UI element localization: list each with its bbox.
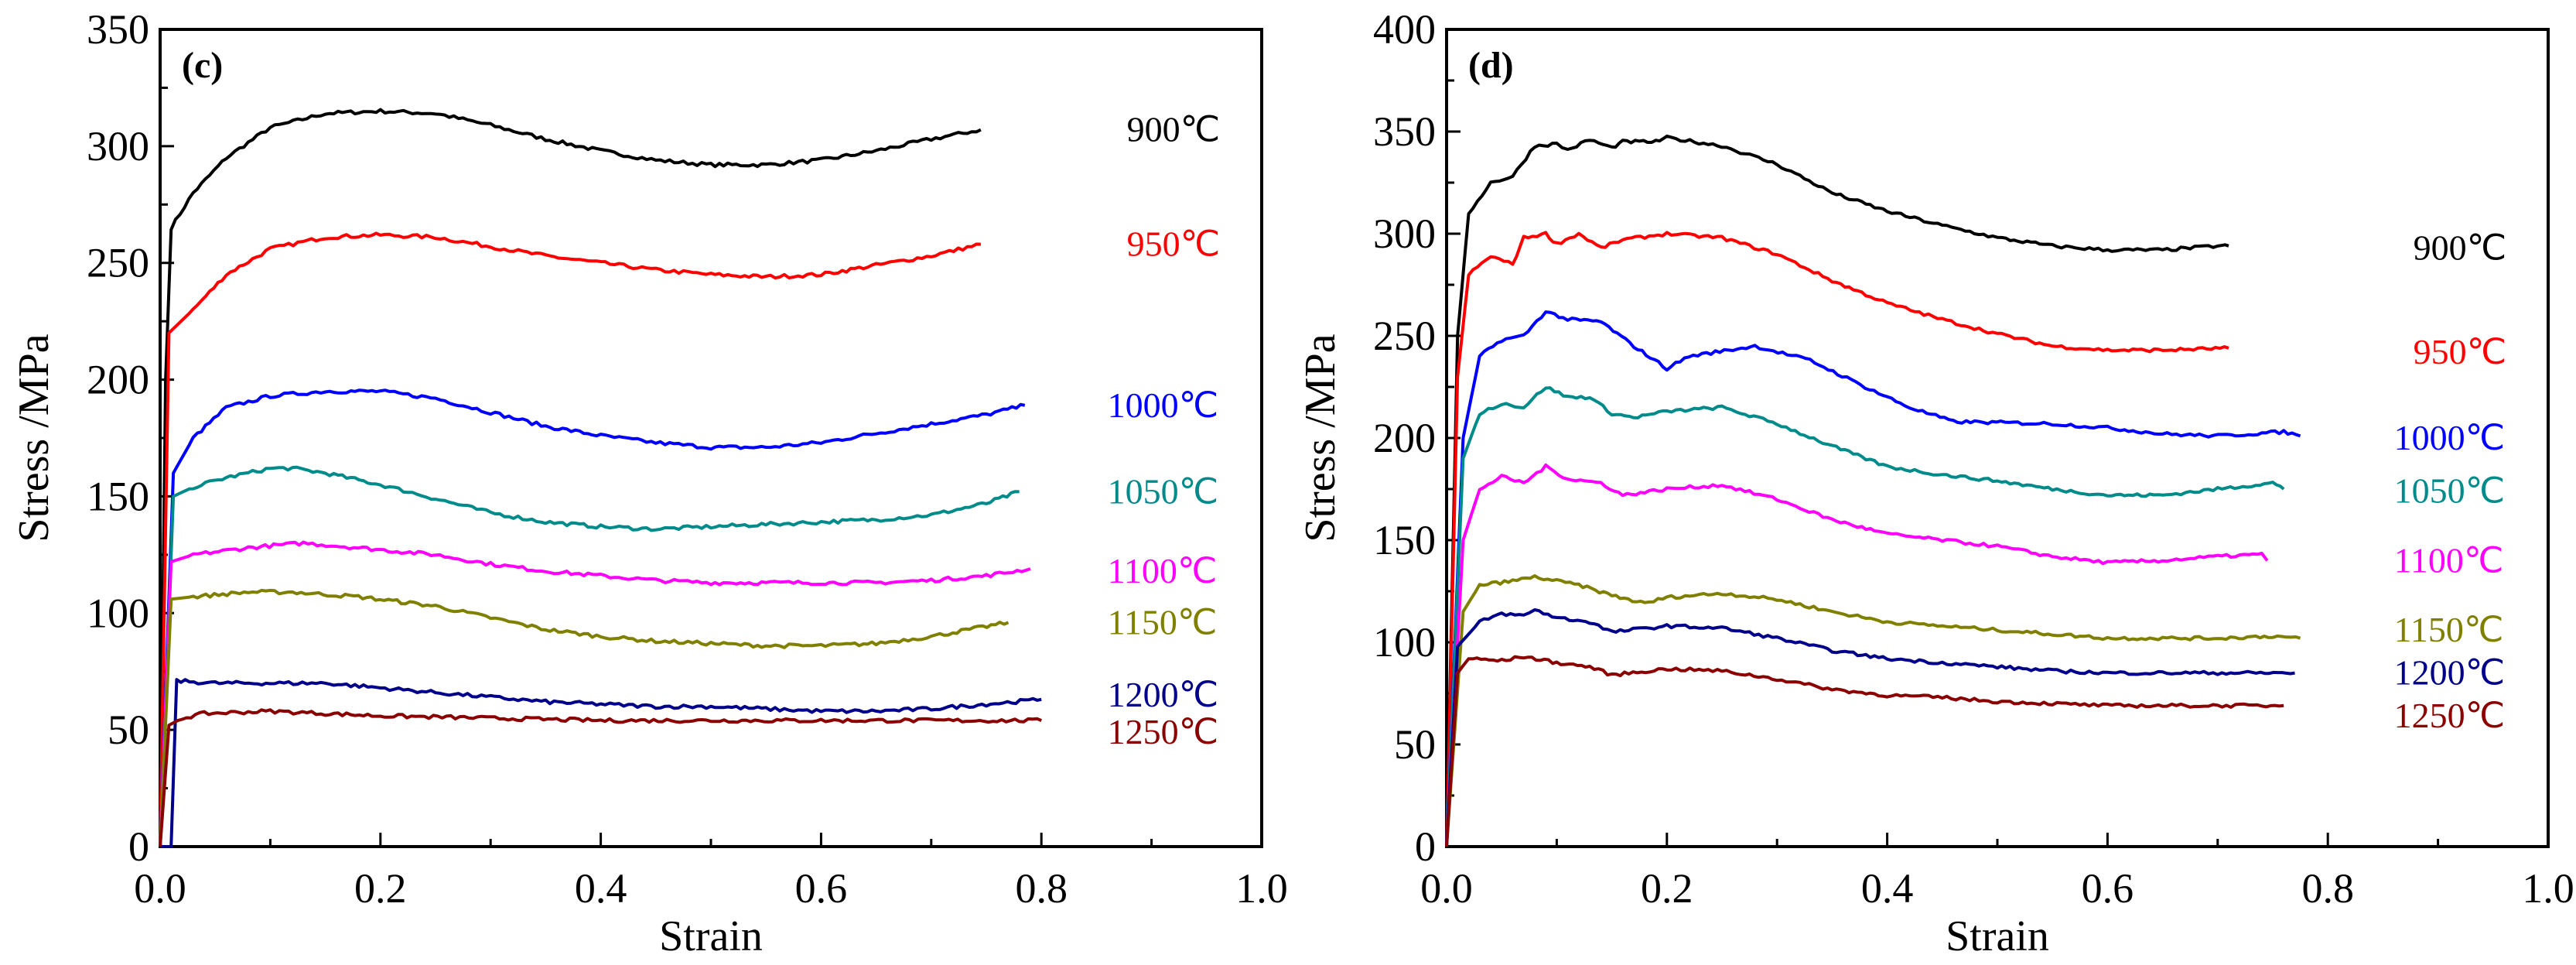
x-tick-label: 0.4 — [1861, 865, 1914, 912]
x-axis-title: Strain — [1946, 912, 2049, 960]
series-line-7 — [159, 708, 1042, 847]
series-line-0 — [159, 108, 982, 847]
series-label: 1100℃ — [2394, 540, 2504, 580]
series-line-3 — [1445, 386, 2285, 847]
y-tick-label: 0 — [1415, 823, 1436, 870]
series-label: 950℃ — [2414, 332, 2507, 371]
x-tick-label: 0.0 — [134, 865, 186, 912]
x-tick-label: 0.6 — [795, 865, 848, 912]
y-tick-label: 300 — [87, 123, 149, 169]
panel-label: (c) — [182, 45, 223, 86]
x-tick-label: 0.2 — [1641, 865, 1693, 912]
y-tick-label: 200 — [87, 357, 149, 403]
y-tick-label: 100 — [1373, 619, 1436, 666]
y-tick-label: 350 — [1373, 108, 1436, 155]
chart-panel-0: 0.0 0.2 0.4 0.6 0.8 1.0 0 50 100 150 200 250 300 350 S… — [10, 6, 1288, 960]
x-tick-label: 0.2 — [354, 865, 407, 912]
series-label: 1250℃ — [2394, 696, 2506, 735]
chart-panel-1: 0.0 0.2 0.4 0.6 0.8 1.0 0 50 100 150 200 250 300 350 4… — [1297, 6, 2574, 960]
y-tick-label: 50 — [1394, 721, 1436, 768]
y-axis-title: Stress /MPa — [10, 334, 58, 542]
x-tick-label: 0.8 — [2301, 865, 2354, 912]
y-tick-label: 200 — [1373, 415, 1436, 461]
series-label: 1150℃ — [2394, 610, 2504, 649]
series-line-6 — [160, 678, 1042, 848]
series-line-0 — [1445, 134, 2229, 847]
series-line-3 — [159, 465, 1020, 847]
series-line-5 — [159, 588, 1010, 847]
y-tick-label: 250 — [87, 240, 149, 286]
y-axis-title: Stress /MPa — [1297, 334, 1344, 542]
series-label: 1000℃ — [1108, 385, 1219, 425]
x-tick-label: 1.0 — [1235, 865, 1288, 912]
series-label: 1150℃ — [1108, 602, 1218, 642]
series-line-2 — [159, 388, 1026, 847]
series-line-7 — [1445, 655, 2284, 847]
series-label: 1050℃ — [1108, 471, 1219, 511]
x-tick-label: 1.0 — [2522, 865, 2574, 912]
series-label: 900℃ — [1127, 110, 1221, 149]
x-tick-label: 0.6 — [2082, 865, 2134, 912]
panel-label: (d) — [1468, 45, 1514, 86]
series-line-1 — [1445, 231, 2229, 847]
series-label: 1100℃ — [1108, 551, 1218, 590]
series-label: 1000℃ — [2394, 418, 2506, 457]
y-tick-label: 400 — [1373, 6, 1436, 53]
series-label: 950℃ — [1127, 224, 1221, 264]
y-tick-label: 150 — [1373, 517, 1436, 563]
y-tick-label: 100 — [87, 590, 149, 636]
x-tick-label: 0.4 — [575, 865, 627, 912]
series-label: 1200℃ — [1108, 675, 1219, 714]
series-line-1 — [159, 231, 981, 847]
y-tick-label: 150 — [87, 473, 149, 519]
series-line-4 — [1445, 463, 2269, 847]
series-label: 900℃ — [2414, 228, 2507, 267]
x-tick-label: 0.8 — [1015, 865, 1068, 912]
y-tick-label: 50 — [108, 707, 149, 753]
plot-frame — [159, 28, 1263, 848]
y-tick-label: 300 — [1373, 210, 1436, 257]
series-label: 1250℃ — [1108, 712, 1219, 751]
y-tick-label: 250 — [1373, 313, 1436, 359]
series-line-6 — [1445, 608, 2295, 847]
series-label: 1200℃ — [2394, 653, 2506, 693]
series-line-5 — [1445, 574, 2301, 847]
y-tick-label: 350 — [87, 6, 149, 53]
x-axis-title: Strain — [659, 912, 763, 960]
y-tick-label: 0 — [128, 823, 149, 870]
series-label: 1050℃ — [2394, 471, 2506, 511]
series-line-2 — [1445, 310, 2301, 847]
series-line-4 — [159, 540, 1031, 847]
x-tick-label: 0.0 — [1420, 865, 1473, 912]
plot-frame — [1445, 28, 2550, 848]
